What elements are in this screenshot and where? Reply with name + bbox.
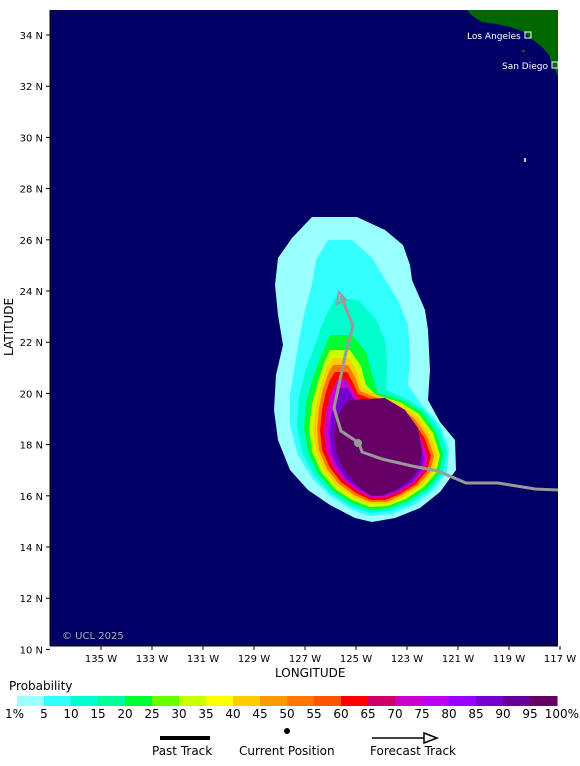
legend-swatch	[17, 696, 45, 706]
lat-tick-label: 18 N	[20, 441, 43, 452]
lat-tick-label: 14 N	[20, 543, 43, 554]
latitude-ticks: 34 N 32 N 30 N 28 N 26 N 24 N 22 N 20 N 18 N 16 N…	[20, 31, 50, 656]
legend-swatch	[422, 696, 450, 706]
legend-swatch	[368, 696, 396, 706]
past-track-line	[332, 295, 559, 492]
legend-swatch	[233, 696, 261, 706]
lat-tick-label: 24 N	[20, 287, 43, 298]
legend-swatch	[260, 696, 288, 706]
legend-swatch	[206, 696, 234, 706]
lat-tick-label: 10 N	[20, 645, 43, 656]
legend-swatch	[476, 696, 504, 706]
legend-scale-label: 45	[252, 707, 267, 721]
legend-swatch	[341, 696, 369, 706]
legend-scale-label: 65	[360, 707, 375, 721]
city-marker-san-diego	[551, 61, 559, 69]
legend-scale-label: 95	[522, 707, 537, 721]
lat-tick-label: 28 N	[20, 185, 43, 196]
legend-scale-label: 25	[144, 707, 159, 721]
legend-scale-label: 1%	[5, 707, 24, 721]
y-axis-title: LATITUDE	[2, 298, 16, 356]
lat-tick-label: 20 N	[20, 389, 43, 400]
legend-scale-label: 20	[117, 707, 132, 721]
lat-tick-label: 26 N	[20, 236, 43, 247]
current-position-label: Current Position	[239, 744, 335, 758]
legend-scale-label: 70	[387, 707, 402, 721]
city-label: San Diego	[502, 62, 548, 72]
lon-tick-label: 123 W	[391, 654, 423, 665]
legend-swatch	[179, 696, 207, 706]
legend-swatch	[287, 696, 315, 706]
band-95pct	[334, 398, 422, 496]
legend-swatch	[503, 696, 531, 706]
legend-scale-label: 55	[306, 707, 321, 721]
legend-scale-label: 50	[279, 707, 294, 721]
city-label: Los Angeles	[467, 32, 521, 42]
legend-swatch	[395, 696, 423, 706]
legend-color-bar	[17, 696, 558, 706]
legend-swatch	[530, 696, 558, 706]
lon-tick-label: 125 W	[340, 654, 372, 665]
lat-tick-label: 12 N	[20, 594, 43, 605]
legend-swatch	[152, 696, 180, 706]
legend-title: Probability	[9, 679, 73, 693]
lat-tick-label: 30 N	[20, 133, 43, 144]
forecast-arrow-head	[335, 289, 348, 306]
lon-tick-label: 135 W	[85, 654, 117, 665]
lon-tick-label: 131 W	[187, 654, 219, 665]
current-position-key-dot	[284, 728, 290, 734]
watermark: © UCL 2025	[62, 631, 124, 642]
lat-tick-label: 22 N	[20, 338, 43, 349]
x-axis-title: LONGITUDE	[275, 666, 345, 680]
lat-tick-label: 34 N	[20, 31, 43, 42]
probability-swath	[274, 217, 456, 522]
legend-scale-label: 100%	[545, 707, 579, 721]
forecast-track-label: Forecast Track	[370, 744, 456, 758]
legend-scale-label: 30	[171, 707, 186, 721]
island	[524, 158, 526, 162]
legend-swatch	[449, 696, 477, 706]
legend-scale-label: 35	[198, 707, 213, 721]
longitude-ticks: 135 W 133 W 131 W 129 W 127 W 125 W 123 W 121 W…	[85, 646, 576, 665]
legend-scale-labels: 1% 5 10 15 20 25 30 35 40 45 50 55 60 65 70 75 80 85 90 95 1…	[5, 707, 579, 721]
legend-scale-label: 90	[495, 707, 510, 721]
city-marker-los-angeles	[524, 31, 532, 39]
island	[522, 50, 525, 52]
legend-swatch	[314, 696, 342, 706]
legend-scale-label: 60	[333, 707, 348, 721]
legend-swatch	[71, 696, 99, 706]
lon-tick-label: 129 W	[238, 654, 270, 665]
lon-tick-label: 127 W	[289, 654, 321, 665]
forecast-track-key-arrow	[423, 731, 440, 745]
legend-scale-label: 85	[468, 707, 483, 721]
legend-scale-label: 5	[40, 707, 48, 721]
current-position-marker	[354, 439, 362, 447]
legend-scale-label: 40	[225, 707, 240, 721]
legend-scale-label: 80	[441, 707, 456, 721]
legend-scale-label: 15	[90, 707, 105, 721]
legend-scale-label: 10	[63, 707, 78, 721]
legend-swatch	[98, 696, 126, 706]
lon-tick-label: 119 W	[493, 654, 525, 665]
legend-swatch	[125, 696, 153, 706]
past-track-label: Past Track	[152, 744, 212, 758]
legend-scale-label: 75	[414, 707, 429, 721]
lat-tick-label: 32 N	[20, 82, 43, 93]
legend-swatch	[44, 696, 72, 706]
lat-tick-label: 16 N	[20, 492, 43, 503]
lon-tick-label: 117 W	[544, 654, 576, 665]
land-mass	[468, 10, 558, 76]
lon-tick-label: 133 W	[136, 654, 168, 665]
lon-tick-label: 121 W	[442, 654, 474, 665]
